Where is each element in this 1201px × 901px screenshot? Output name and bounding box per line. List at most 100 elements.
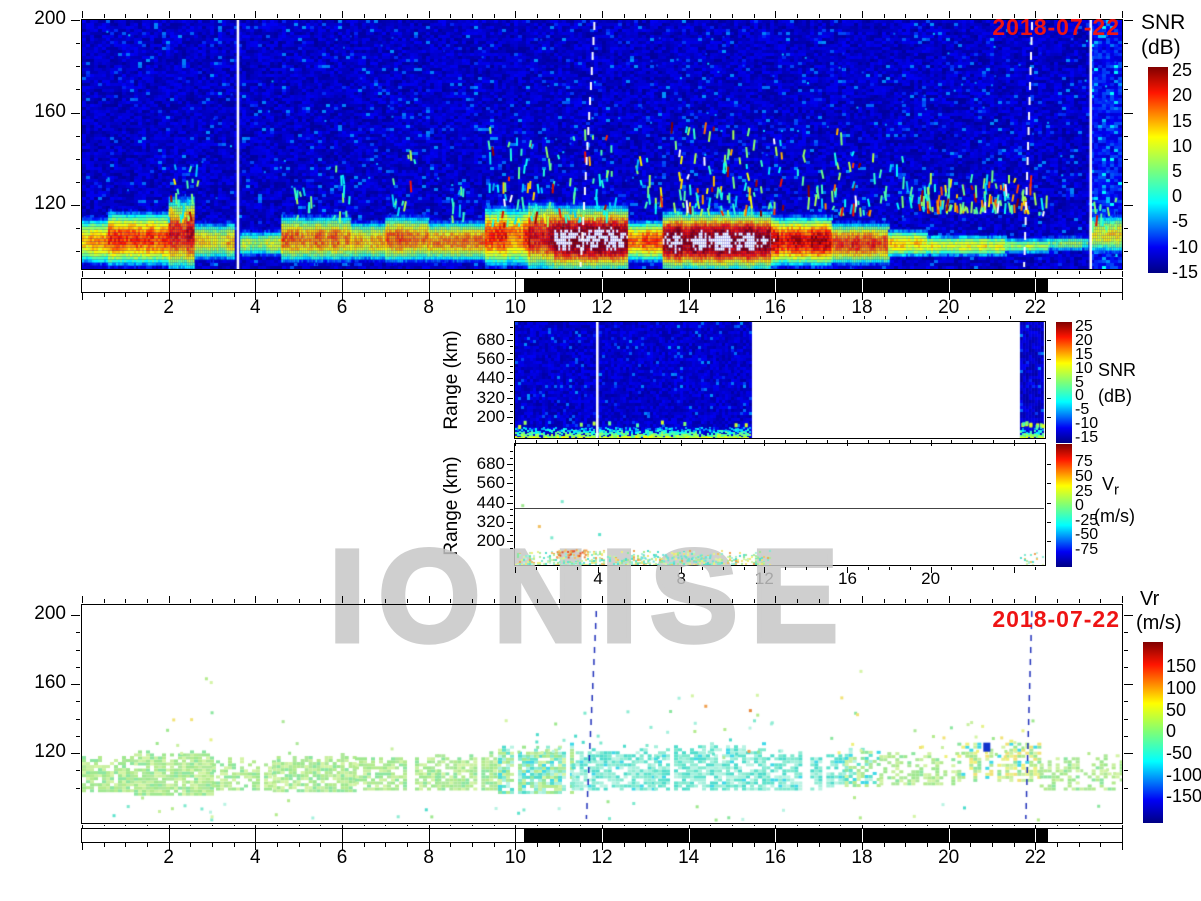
axis-tick [493,825,495,826]
axis-tick [71,684,80,685]
axis-tick [1078,271,1080,274]
axis-tick [385,843,387,847]
axis-tick [233,843,235,847]
axis-tick [510,346,513,348]
axis-tick [71,753,80,754]
axis-tick [1057,271,1058,274]
axis-tick [681,567,683,573]
axis-tick [277,293,278,297]
axis-tick [988,316,990,319]
axis-tick [1047,521,1051,523]
axis-tick [277,843,278,847]
axis-tick [905,271,907,274]
bar-separator [775,829,777,842]
axis-tick [298,293,300,297]
axis-tick [722,440,724,443]
axis-tick [493,843,495,847]
axis-tick [818,825,820,826]
axis-tick [1047,463,1051,465]
bar-separator [1035,279,1037,292]
axis-tick [1100,293,1102,297]
axis-tick [602,596,603,603]
axis-tick [76,649,80,651]
colorbar-tick-label: 15 [1075,346,1093,363]
axis-tick [298,271,300,274]
mid-snr-heatmap [515,322,1045,438]
axis-tick [76,181,80,183]
x-tick-label: 2 [163,297,174,318]
axis-tick [1124,632,1128,634]
axis-tick [76,735,80,737]
axis-tick [493,14,495,18]
axis-tick [558,271,560,274]
axis-tick [722,567,724,570]
axis-tick [1124,228,1128,230]
mid-vr-colorbar-units: (m/s) [1094,506,1135,526]
axis-tick [1124,89,1128,91]
axis-tick [537,293,538,297]
axis-tick [826,440,828,443]
axis-tick [428,293,430,300]
axis-tick [710,14,712,18]
axis-tick [639,567,641,570]
axis-tick [71,20,80,21]
axis-tick [510,404,513,406]
y-tick-label: 200 [476,531,505,551]
colorbar-tick-label: -25 [1075,511,1099,529]
axis-tick [667,843,668,847]
axis-tick [1122,825,1123,829]
mid-vr-panel-frame [514,443,1046,566]
axis-tick [948,843,950,850]
mid-snr-ylabel: Range (km) [441,330,462,430]
axis-tick [930,440,932,446]
axis-tick [515,596,517,603]
axis-tick [515,440,516,446]
bottom-vr-heatmap [82,605,1122,823]
axis-tick [688,11,690,18]
axis-tick [147,599,148,603]
y-tick-label: 680 [476,453,505,473]
axis-tick [407,271,408,274]
axis-tick [450,271,452,274]
axis-tick [363,599,365,603]
axis-tick [580,293,582,297]
axis-tick [732,599,733,603]
axis-tick [667,599,668,603]
axis-tick [660,440,662,443]
bar-separator [862,279,863,292]
axis-tick [843,316,845,319]
y-tick-label: 320 [476,511,505,531]
axis-tick [168,596,170,603]
y-tick-label: 120 [34,193,66,214]
axis-tick [775,825,777,829]
axis-tick [905,825,907,826]
y-tick-label: 200 [34,603,66,624]
axis-tick [255,825,257,829]
axis-tick [1057,599,1058,603]
axis-tick [298,14,300,18]
axis-tick [883,825,885,826]
axis-tick [407,599,408,603]
colorbar-tick-label: -75 [1075,541,1099,558]
bar-separator [255,829,257,842]
axis-tick [1124,770,1128,772]
axis-tick [702,567,704,570]
axis-tick [510,410,513,412]
axis-tick [507,416,513,418]
axis-tick [507,378,513,380]
axis-tick [556,440,558,443]
axis-tick [862,596,863,603]
axis-tick [76,228,80,230]
axis-tick [76,718,80,720]
axis-tick [753,599,755,603]
axis-tick [103,599,105,603]
y-tick-label: 320 [476,387,505,407]
axis-tick [645,843,647,847]
axis-tick [190,293,192,297]
axis-tick [667,293,668,297]
axis-tick [602,825,603,829]
axis-tick [385,271,387,274]
axis-tick [968,316,969,319]
y-tick-label: 440 [476,492,505,512]
axis-tick [598,567,600,573]
